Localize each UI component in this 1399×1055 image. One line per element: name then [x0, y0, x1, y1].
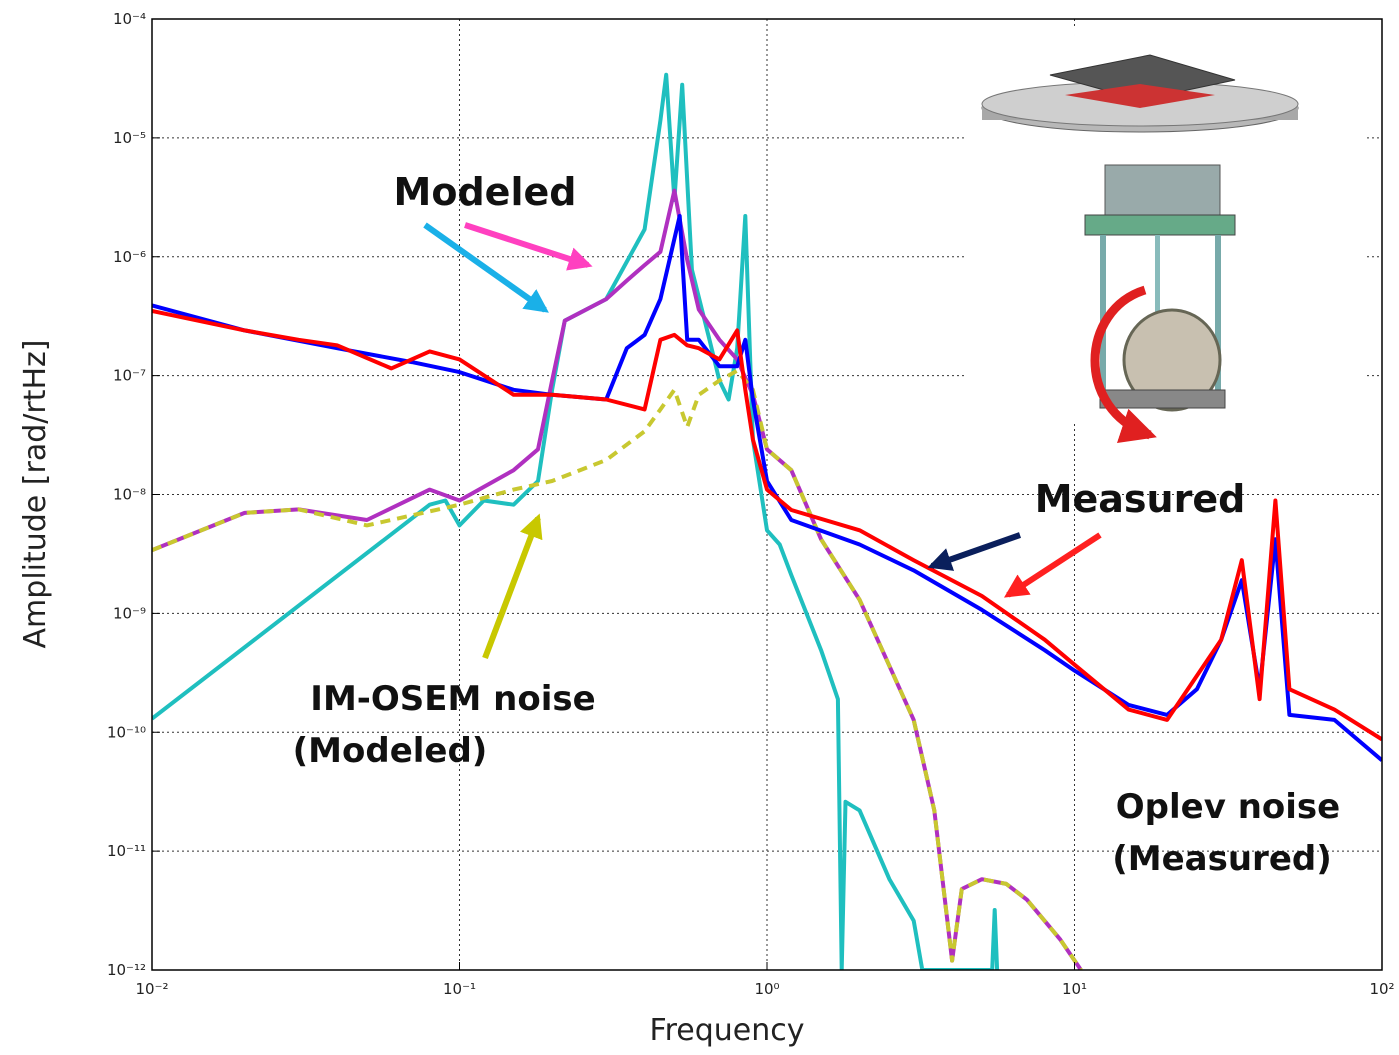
inset-rod	[1155, 235, 1160, 315]
x-tick-label: 10⁻¹	[443, 980, 476, 998]
series-line	[152, 188, 1083, 970]
arrow	[1003, 532, 1102, 598]
series-line	[152, 308, 1382, 742]
y-tick-label: 10⁻¹¹	[107, 842, 146, 860]
inset-red-ring	[1065, 84, 1215, 108]
annotation: (Modeled)	[293, 731, 488, 771]
arrow	[423, 222, 549, 313]
suspension-illustration	[965, 28, 1365, 443]
inset-base	[1099, 389, 1226, 409]
inset-rotation-arrow	[1090, 285, 1157, 443]
y-tick-label: 10⁻⁴	[113, 10, 146, 28]
annotation: Modeled	[394, 170, 577, 214]
y-tick-label: 10⁻⁸	[113, 486, 146, 504]
x-tick-label: 10⁰	[754, 980, 779, 998]
annotation: (Measured)	[1112, 839, 1332, 879]
x-tick-label: 10⁻²	[135, 980, 168, 998]
arrow	[464, 222, 593, 271]
inset-frame	[1084, 214, 1236, 236]
y-tick-label: 10⁻⁷	[113, 367, 146, 385]
x-tick-label: 10¹	[1062, 980, 1087, 998]
y-tick-label: 10⁻⁹	[113, 604, 146, 622]
inset-rod	[1215, 235, 1221, 395]
x-axis-label: Frequency	[650, 1013, 805, 1048]
y-tick-label: 10⁻¹⁰	[107, 723, 146, 741]
arrow	[482, 513, 543, 660]
series-line	[152, 368, 1083, 970]
y-axis-label: Amplitude [rad/rtHz]	[18, 340, 53, 649]
annotation: Oplev noise	[1116, 787, 1340, 827]
inset-mirror	[1122, 308, 1222, 412]
annotation: IM-OSEM noise	[310, 679, 595, 719]
y-tick-label: 10⁻⁵	[113, 129, 146, 147]
arrows	[423, 222, 1102, 660]
arrow	[927, 532, 1021, 571]
y-tick-label: 10⁻⁶	[113, 248, 146, 266]
inset-rod	[1100, 235, 1106, 395]
y-tick-label: 10⁻¹²	[107, 961, 146, 979]
plot-area	[152, 72, 1382, 970]
x-tick-label: 10²	[1369, 980, 1394, 998]
annotation: Measured	[1035, 477, 1246, 521]
